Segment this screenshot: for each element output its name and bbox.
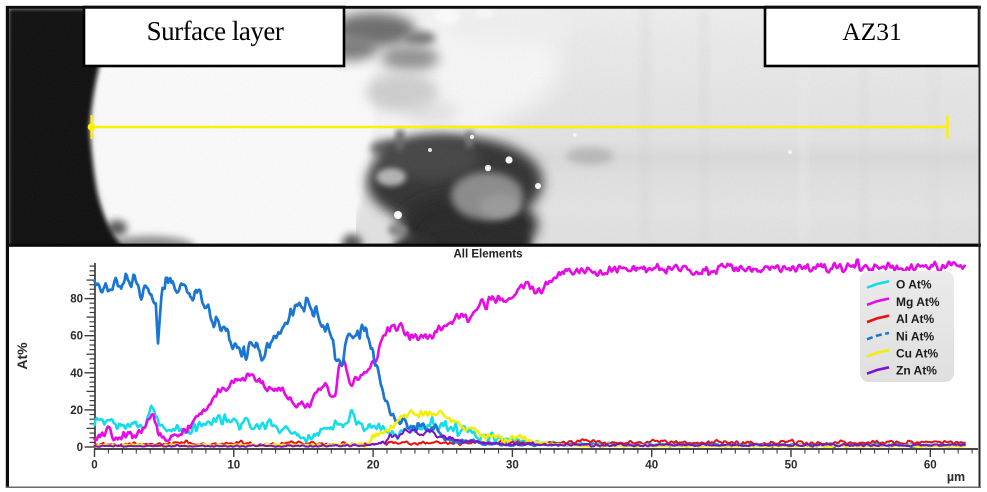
svg-text:Ni At%: Ni At% (896, 329, 935, 343)
svg-text:AZ31: AZ31 (842, 17, 902, 46)
svg-text:20: 20 (367, 460, 380, 472)
svg-text:At%: At% (14, 342, 30, 370)
svg-text:60: 60 (70, 331, 83, 343)
svg-text:60: 60 (924, 460, 937, 472)
svg-text:10: 10 (227, 460, 240, 472)
svg-text:Cu At%: Cu At% (896, 347, 939, 361)
svg-text:All Elements: All Elements (453, 249, 522, 261)
svg-text:Mg At%: Mg At% (896, 295, 940, 309)
svg-text:0: 0 (91, 460, 97, 472)
svg-text:O At%: O At% (896, 278, 932, 292)
svg-text:30: 30 (506, 460, 519, 472)
svg-text:50: 50 (785, 460, 798, 472)
svg-text:0: 0 (77, 442, 83, 454)
svg-text:40: 40 (645, 460, 658, 472)
svg-text:µm: µm (947, 470, 965, 484)
svg-text:80: 80 (70, 294, 83, 306)
svg-text:Al At%: Al At% (896, 312, 935, 326)
svg-text:40: 40 (70, 368, 83, 380)
svg-text:Zn At%: Zn At% (896, 364, 937, 378)
svg-text:20: 20 (70, 405, 83, 417)
svg-text:Surface layer: Surface layer (147, 16, 284, 46)
